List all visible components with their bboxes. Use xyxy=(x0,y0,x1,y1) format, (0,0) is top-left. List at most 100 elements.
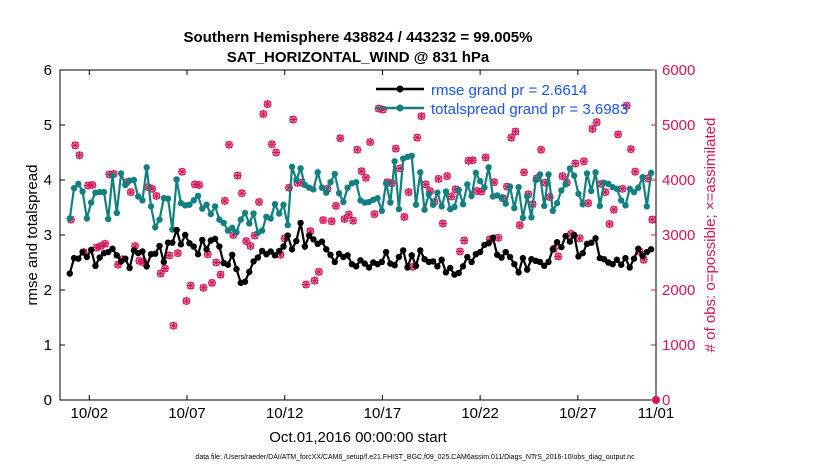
totalspread-point xyxy=(532,176,539,184)
totalspread-point xyxy=(558,187,565,194)
totalspread-point xyxy=(588,187,595,195)
totalspread-point xyxy=(220,219,227,227)
rmse-point xyxy=(190,243,197,250)
obs-count-point xyxy=(152,191,161,200)
obs-count-point xyxy=(263,100,272,109)
obs-count-point xyxy=(336,134,345,143)
obs-count-point xyxy=(349,216,358,225)
right-tick-label: 3000 xyxy=(662,227,695,244)
rmse-point xyxy=(177,241,185,248)
rmse-point xyxy=(391,262,398,269)
totalspread-point xyxy=(442,188,450,195)
totalspread-point xyxy=(630,188,638,196)
rmse-point xyxy=(536,258,544,266)
obs-count-point xyxy=(443,172,452,181)
totalspread-point xyxy=(545,171,552,178)
obs-count-point xyxy=(173,249,182,258)
totalspread-point xyxy=(395,205,403,213)
legend-spread-marker xyxy=(396,104,404,112)
plot-area xyxy=(66,100,660,404)
obs-count-point xyxy=(622,101,631,110)
y-tick-label: 6 xyxy=(44,62,52,79)
rmse-point xyxy=(156,242,163,250)
rmse-point xyxy=(301,243,309,250)
totalspread-point xyxy=(288,163,296,170)
obs-count-point xyxy=(310,276,319,285)
obs-count-point xyxy=(468,156,477,165)
totalspread-point xyxy=(233,229,240,236)
obs-count-point xyxy=(537,145,546,154)
totalspread-point xyxy=(207,210,215,218)
rmse-point xyxy=(361,260,368,267)
x-axis-label: Oct.01,2016 00:00:00 start xyxy=(269,429,447,446)
rmse-point xyxy=(224,261,232,268)
totalspread-point xyxy=(105,215,112,223)
totalspread-point xyxy=(528,214,535,221)
rmse-point xyxy=(284,232,291,239)
totalspread-point xyxy=(271,201,279,208)
rmse-point xyxy=(109,245,116,252)
obs-count-point xyxy=(588,124,597,133)
totalspread-point xyxy=(643,203,651,210)
obs-count-point xyxy=(101,239,110,248)
totalspread-point xyxy=(635,184,642,191)
x-tick-label: 10/12 xyxy=(266,405,304,422)
obs-count-point xyxy=(182,297,191,305)
x-tick-label: 10/27 xyxy=(559,405,597,422)
rmse-point xyxy=(442,269,450,276)
rmse-point xyxy=(143,263,150,270)
obs-count-point xyxy=(507,133,516,142)
totalspread-point xyxy=(276,210,283,217)
totalspread-point xyxy=(83,215,91,222)
x-tick-label: 10/22 xyxy=(461,405,499,422)
obs-count-point xyxy=(434,174,443,183)
rmse-point xyxy=(647,246,655,253)
rmse-point xyxy=(639,252,646,260)
totalspread-point xyxy=(519,214,527,222)
totalspread-point xyxy=(258,227,266,234)
right-tick-label: 6000 xyxy=(662,62,695,79)
rmse-point xyxy=(79,248,86,256)
totalspread-point xyxy=(139,197,146,204)
totalspread-point xyxy=(335,190,343,197)
obs-count-point xyxy=(417,112,426,121)
totalspread-point xyxy=(79,188,86,195)
rmse-point xyxy=(566,238,574,245)
obs-count-point xyxy=(255,198,264,206)
totalspread-point xyxy=(455,186,462,194)
totalspread-point xyxy=(147,203,155,210)
totalspread-point xyxy=(647,169,655,177)
obs-count-point xyxy=(160,264,169,273)
rmse-point xyxy=(122,255,129,262)
rmse-point xyxy=(502,248,509,256)
totalspread-point xyxy=(425,191,433,198)
totalspread-point xyxy=(464,181,471,188)
chart-subtitle: SAT_HORIZONTAL_WIND @ 831 hPa xyxy=(227,49,490,66)
totalspread-point xyxy=(434,189,441,196)
totalspread-point xyxy=(134,193,142,200)
obs-count-point xyxy=(259,110,268,118)
obs-count-point xyxy=(199,283,208,292)
y-tick-label: 3 xyxy=(44,227,52,244)
x-tick-label: 10/17 xyxy=(364,405,402,422)
legend-rmse-marker xyxy=(396,85,404,93)
x-tick-label: 11/01 xyxy=(638,405,674,422)
rmse-point xyxy=(609,260,616,268)
obs-count-point xyxy=(353,145,362,154)
totalspread-point xyxy=(549,207,556,214)
rmse-point xyxy=(558,243,565,251)
totalspread-point xyxy=(293,176,300,184)
obs-count-point xyxy=(579,157,588,166)
totalspread-point xyxy=(211,203,219,210)
rmse-point xyxy=(562,232,569,240)
rmse-point xyxy=(160,258,168,266)
rmse-point xyxy=(288,246,296,253)
totalspread-point xyxy=(186,201,193,208)
totalspread-point xyxy=(267,215,274,222)
rmse-point xyxy=(75,255,82,262)
totalspread-point xyxy=(639,174,646,181)
totalspread-point xyxy=(506,183,514,190)
totalspread-point xyxy=(241,209,249,217)
obs-count-point xyxy=(455,247,464,256)
